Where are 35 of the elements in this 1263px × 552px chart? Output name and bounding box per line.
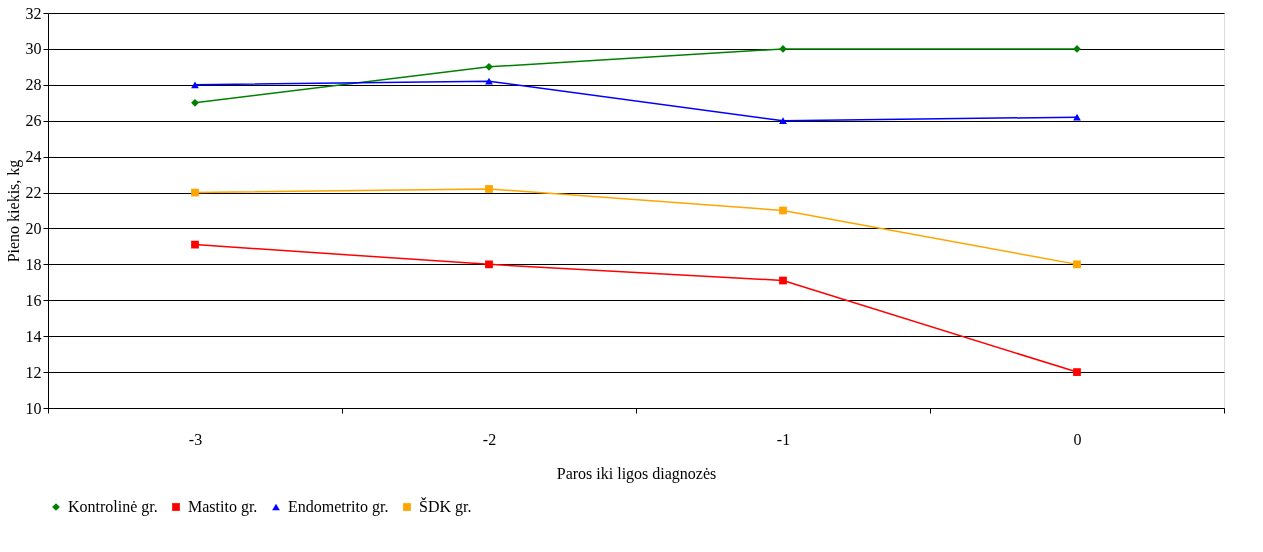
- point: [779, 117, 787, 125]
- y-tick-label: 32: [25, 4, 42, 22]
- point: [191, 240, 199, 249]
- y-tick-label: 12: [25, 363, 42, 381]
- legend-label: Mastito gr.: [188, 498, 258, 516]
- point: [191, 81, 199, 89]
- x-tick-label: 0: [1073, 430, 1082, 448]
- point: [1073, 260, 1081, 269]
- y-tick-label: 10: [25, 399, 42, 417]
- y-tick-label: 22: [25, 184, 42, 202]
- point: [191, 188, 199, 197]
- y-tick-label: 20: [25, 219, 42, 237]
- y-tick-label: 26: [25, 112, 42, 130]
- x-tick-label: -3: [188, 430, 203, 448]
- point: [191, 98, 199, 107]
- point: [485, 260, 493, 269]
- point: [485, 62, 493, 71]
- y-axis-title: Pieno kiekis, kg: [4, 159, 23, 263]
- point: [779, 206, 787, 215]
- legend-label: Kontrolinė gr.: [68, 498, 158, 516]
- point: [485, 77, 493, 85]
- legend-label: Endometrito gr.: [288, 498, 389, 516]
- legend-label: ŠDK gr.: [419, 497, 472, 516]
- y-tick-label: 28: [25, 76, 42, 94]
- y-tick-label: 24: [25, 148, 42, 166]
- y-tick-label: 16: [25, 291, 42, 309]
- point: [485, 185, 493, 193]
- y-tick-label: 14: [25, 327, 42, 345]
- point: [779, 276, 787, 285]
- x-tick-label: -1: [776, 430, 791, 448]
- y-tick-label: 18: [25, 255, 42, 273]
- y-tick-label: 30: [25, 40, 42, 58]
- point: [1073, 368, 1081, 376]
- x-tick-label: -2: [482, 430, 497, 448]
- x-axis-title: Paros iki ligos diagnozės: [556, 464, 717, 483]
